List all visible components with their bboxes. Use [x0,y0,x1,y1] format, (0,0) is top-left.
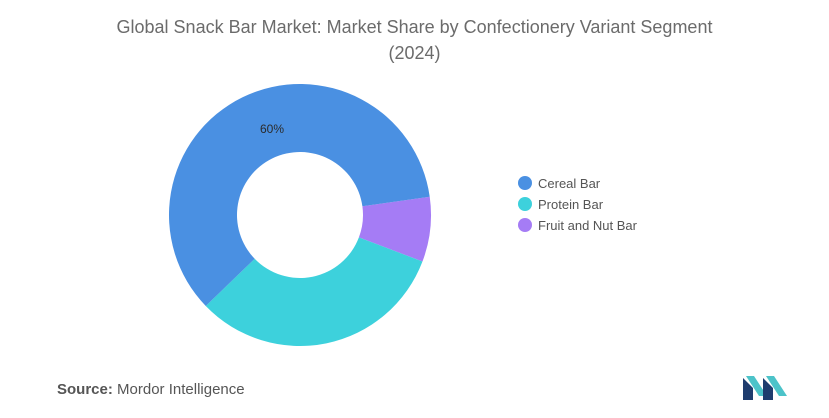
chart-legend: Cereal Bar Protein Bar Fruit and Nut Bar [518,173,637,236]
source-text: Mordor Intelligence [117,381,245,398]
data-label-cereal-bar: 60% [260,122,284,136]
source-note: Source: Mordor Intelligence [57,381,245,398]
chart-subtitle: (2024) [388,43,441,63]
legend-label: Cereal Bar [538,175,601,191]
chart-title: Global Snack Bar Market: Market Share by… [116,17,713,37]
legend-item-fruit-and-nut-bar: Fruit and Nut Bar [518,215,637,235]
legend-swatch [518,176,532,190]
slice-protein-bar [205,237,423,347]
legend-item-cereal-bar: Cereal Bar [518,173,637,193]
legend-label: Protein Bar [538,196,604,212]
legend-item-protein-bar: Protein Bar [518,194,637,214]
legend-label: Fruit and Nut Bar [538,217,637,233]
legend-swatch [518,218,532,232]
slice-fruit-and-nut-bar [358,196,431,262]
legend-swatch [518,197,532,211]
source-label: Source: [57,381,113,398]
slice-cereal-bar [168,84,430,307]
chart-title-block: Global Snack Bar Market: Market Share by… [0,14,829,66]
mordor-intelligence-logo-icon [743,376,787,400]
